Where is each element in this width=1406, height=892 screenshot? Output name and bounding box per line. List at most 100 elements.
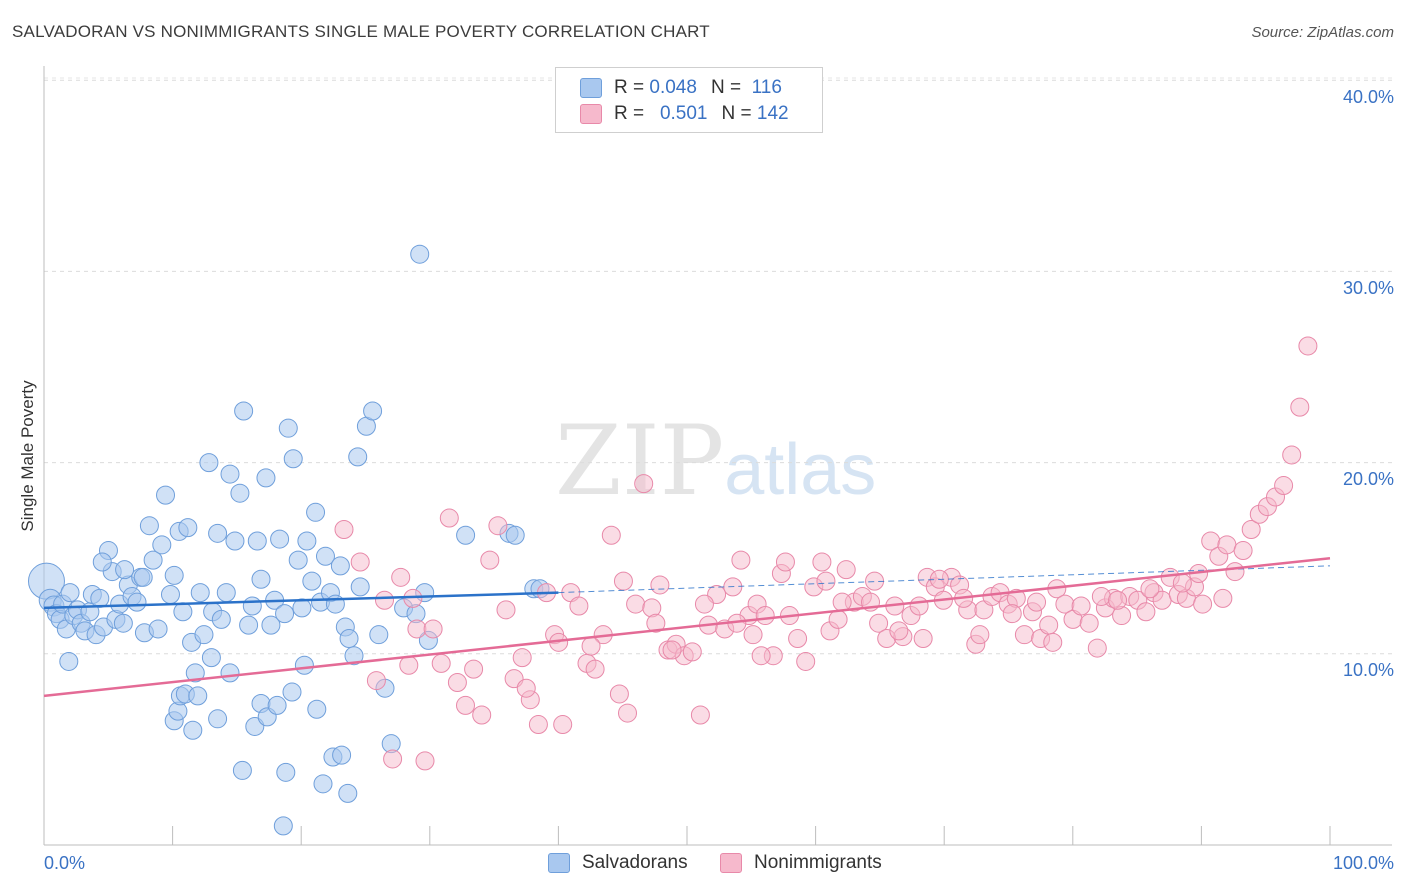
legend-swatch-salvadorans (548, 853, 570, 873)
n-value-nonimmigrants: 142 (756, 103, 789, 124)
nonimmigrants-point (775, 552, 795, 572)
salvadorans-point (273, 816, 293, 836)
nonimmigrants-point (415, 751, 435, 771)
salvadorans-trend-extension (558, 565, 1331, 594)
salvadorans-point (302, 571, 322, 591)
salvadorans-point (208, 523, 228, 543)
salvadorans-point (505, 525, 525, 545)
salvadorans-point (261, 615, 281, 635)
salvadorans-point (292, 598, 312, 618)
nonimmigrants-point (970, 625, 990, 645)
series-legend: Salvadorans Nonimmigrants (0, 852, 1406, 876)
salvadorans-point (282, 682, 302, 702)
salvadorans-point (234, 401, 254, 421)
salvadorans-point (363, 401, 383, 421)
nonimmigrants-point (646, 613, 666, 633)
n-label: N = (721, 103, 752, 124)
salvadorans-point (216, 583, 236, 603)
nonimmigrants-point (1193, 594, 1213, 614)
nonimmigrants-point (375, 590, 394, 610)
nonimmigrants-point (528, 715, 548, 735)
legend-item-nonimmigrants[interactable]: Nonimmigrants (720, 852, 882, 874)
y-tick-10: 10.0% (1342, 660, 1394, 680)
salvadorans-point (143, 550, 163, 570)
salvadorans-point (173, 602, 193, 622)
salvadorans-point (338, 783, 358, 803)
salvadorans-point (256, 468, 276, 488)
nonimmigrants-point (690, 705, 710, 725)
salvadorans-point (339, 629, 359, 649)
nonimmigrants-point (512, 648, 532, 668)
nonimmigrants-point (472, 705, 492, 725)
salvadorans-point (283, 449, 303, 469)
salvadorans-point (164, 565, 184, 585)
nonimmigrants-point (1213, 588, 1233, 608)
nonimmigrants-point (1071, 596, 1091, 616)
salvadorans-point (127, 592, 147, 612)
axes (43, 66, 1392, 846)
salvadorans-point (278, 418, 298, 438)
nonimmigrants-point (1241, 520, 1261, 540)
nonimmigrants-point (909, 596, 929, 616)
salvadorans-point (276, 762, 296, 782)
salvadorans-point (201, 648, 221, 668)
trend-lines (43, 556, 1331, 698)
salvadorans-point (92, 552, 112, 572)
salvadorans-point (220, 464, 240, 484)
salvadorans-point (242, 596, 262, 616)
salvadorans-point (194, 625, 214, 645)
nonimmigrants-point (731, 550, 751, 570)
salvadorans-point (211, 609, 231, 629)
nonimmigrants-point (832, 592, 852, 612)
nonimmigrants-point (1140, 579, 1160, 599)
nonimmigrants-point (618, 703, 637, 723)
salvadorans-point (410, 244, 430, 264)
x-tick-max: 100.0% (1332, 853, 1394, 873)
salvadorans-point (313, 774, 333, 794)
salvadorans-point (369, 625, 389, 645)
watermark-zip: ZIP (555, 405, 725, 517)
salvadorans-point (113, 613, 133, 633)
nonimmigrants-point (1217, 535, 1237, 555)
nonimmigrants-point (609, 684, 629, 704)
salvadorans-point (288, 550, 308, 570)
nonimmigrants-point (751, 646, 771, 666)
nonimmigrants-point (755, 606, 775, 626)
salvadorans-point (306, 502, 326, 522)
salvadorans-point (297, 531, 317, 551)
nonimmigrants-point (1043, 632, 1063, 652)
nonimmigrants-point (585, 659, 605, 679)
nonimmigrants-point (569, 596, 589, 616)
watermark-atlas: atlas (724, 430, 877, 510)
y-tick-40: 40.0% (1342, 87, 1394, 107)
salvadorans-point (225, 531, 245, 551)
nonimmigrants-point (869, 613, 889, 633)
salvadorans-point (208, 709, 228, 729)
legend-item-salvadorans[interactable]: Salvadorans (548, 852, 688, 874)
salvadorans-point (185, 663, 205, 683)
salvadorans-point (247, 531, 267, 551)
salvadorans-point (307, 699, 327, 719)
salvadorans-point (220, 663, 240, 683)
nonimmigrants-point (796, 651, 816, 671)
salvadorans-point (133, 567, 153, 587)
nonimmigrants-point (1108, 590, 1128, 610)
nonimmigrants-point (1172, 573, 1192, 593)
salvadorans-point (160, 585, 180, 605)
legend-swatch-nonimmigrants (580, 104, 602, 124)
salvadorans-point (178, 518, 198, 538)
nonimmigrants-point (816, 571, 836, 591)
nonimmigrants-point (1002, 604, 1022, 624)
salvadorans-point (148, 619, 168, 639)
salvadorans-point (275, 604, 295, 624)
salvadorans-point (115, 560, 135, 580)
nonimmigrants-point (488, 516, 508, 536)
legend-row-nonimmigrants: R = 0.501 N = 142 (580, 102, 789, 126)
nonimmigrants-point (399, 655, 419, 675)
salvadorans-point (332, 745, 352, 765)
salvadorans-point (330, 556, 350, 576)
r-value-salvadorans: 0.048 (649, 77, 697, 98)
nonimmigrants-point (1290, 397, 1310, 417)
salvadorans-trend-line (43, 591, 559, 610)
